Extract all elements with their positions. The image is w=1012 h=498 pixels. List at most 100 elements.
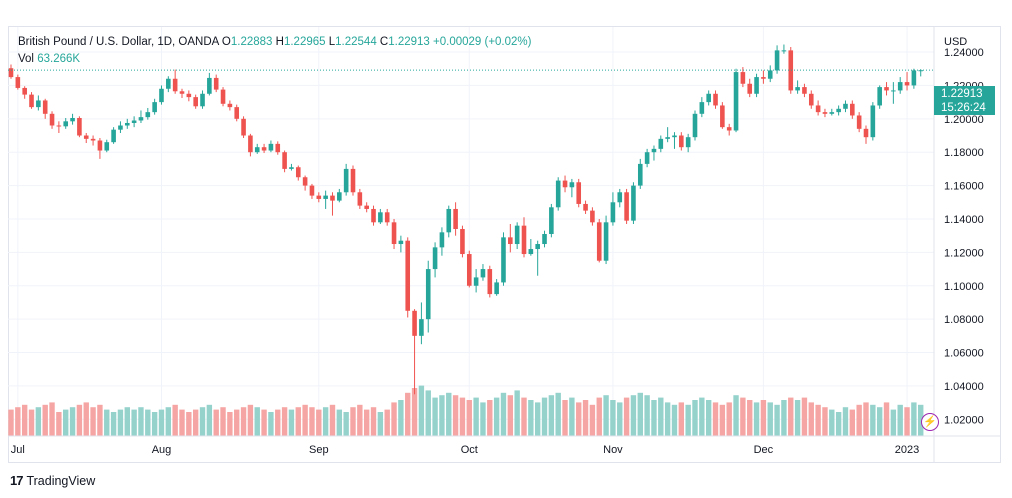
candle-body <box>904 82 910 86</box>
tradingview-footer[interactable]: 17 TradingView <box>10 473 95 488</box>
symbol-title[interactable]: British Pound / U.S. Dollar, 1D, OANDA <box>18 36 219 48</box>
high-label: H <box>275 36 284 48</box>
last-price-badge: 1.22913 15:26:24 <box>934 86 995 115</box>
candle-body <box>42 100 48 114</box>
candle-body <box>460 228 465 255</box>
volume-bar <box>610 400 616 436</box>
candle-body <box>863 128 869 138</box>
candle-body <box>343 168 349 193</box>
volume-bar <box>309 407 315 436</box>
volume-bar <box>473 397 479 436</box>
volume-bar <box>329 404 336 436</box>
candle-body <box>282 152 287 169</box>
candle-body <box>487 269 493 295</box>
volume-bar <box>343 412 349 436</box>
volume-bar <box>357 404 363 436</box>
candle-body <box>870 105 876 138</box>
volume-bar <box>275 409 281 436</box>
volume-bar <box>213 409 219 436</box>
candle-body <box>364 205 369 209</box>
candle-body <box>371 208 376 223</box>
candle-body <box>432 247 438 270</box>
volume-bar <box>514 390 520 436</box>
volume-bar <box>623 397 630 436</box>
volume-bar <box>35 407 42 436</box>
candle-body <box>596 222 602 261</box>
candles <box>8 44 924 395</box>
candle-body <box>815 105 821 113</box>
candle-body <box>494 282 499 295</box>
candle-body <box>357 192 363 206</box>
volume-bar <box>562 400 568 436</box>
candle-body <box>713 93 718 106</box>
price-tick-label: 1.20000 <box>944 114 984 126</box>
candle-body <box>166 78 171 89</box>
time-axis[interactable]: Jul Aug Sep Oct Nov Dec 2023 <box>8 435 1001 456</box>
volume-bar <box>651 400 657 436</box>
time-tick-label: Nov <box>603 444 623 456</box>
candle-body <box>480 269 486 278</box>
volume-bar <box>295 407 301 436</box>
candle-body <box>391 222 397 245</box>
candle-body <box>651 148 657 153</box>
volume-label[interactable]: Vol <box>18 53 34 65</box>
volume-bar <box>179 409 185 436</box>
candle-body <box>918 70 924 72</box>
candle-body <box>350 168 356 193</box>
volume-bar <box>528 400 534 436</box>
candle-body <box>535 244 540 250</box>
candle-body <box>583 203 588 211</box>
volume-bar <box>726 402 732 436</box>
volume-bar <box>76 404 83 436</box>
candle-body <box>829 112 835 114</box>
volume-bar <box>870 404 876 436</box>
volume-bar <box>548 395 555 436</box>
candle-body <box>193 97 198 107</box>
volume-bar <box>151 412 158 436</box>
volume-bar <box>234 409 240 436</box>
volume-bar <box>788 397 794 436</box>
low-label: L <box>328 36 336 48</box>
volume-bar <box>480 402 486 436</box>
volume-bar <box>104 409 110 436</box>
candle-body <box>706 93 711 103</box>
volume-bar <box>781 400 787 436</box>
close-label: C <box>379 36 389 48</box>
candle-body <box>200 93 205 107</box>
volume-bar <box>138 407 144 436</box>
volume-bar <box>254 407 260 436</box>
candle-body <box>56 125 62 127</box>
candle-body <box>501 237 506 283</box>
candle-body <box>398 240 404 245</box>
last-price-value: 1.22913 <box>941 88 983 100</box>
candle-body <box>295 167 301 178</box>
volume-bar <box>733 395 739 436</box>
open-label: O <box>221 36 231 48</box>
candle-body <box>83 135 89 139</box>
volume-bar <box>576 402 582 436</box>
candle-body <box>227 103 233 108</box>
volume-bar <box>589 404 596 436</box>
candle-body <box>767 70 773 79</box>
candle-body <box>378 212 383 223</box>
volume-bar <box>158 409 165 436</box>
volume-bar <box>890 409 897 436</box>
candle-body <box>254 147 260 153</box>
volume-bars <box>8 385 924 436</box>
lightning-icon[interactable]: ⚡ <box>921 413 939 431</box>
candle-body <box>761 77 766 79</box>
volume-bar <box>487 400 493 436</box>
volume-bar <box>15 407 21 436</box>
volume-bar <box>220 407 226 436</box>
volume-bar <box>110 412 117 436</box>
candle-body <box>36 100 41 108</box>
volume-bar <box>432 397 438 436</box>
volume-bar <box>97 404 103 436</box>
currency-label[interactable]: USD <box>944 36 968 48</box>
candle-body <box>412 310 417 336</box>
candle-body <box>159 88 164 103</box>
candle-body <box>569 182 575 188</box>
candle-body <box>186 93 192 98</box>
candle-body <box>808 93 814 106</box>
